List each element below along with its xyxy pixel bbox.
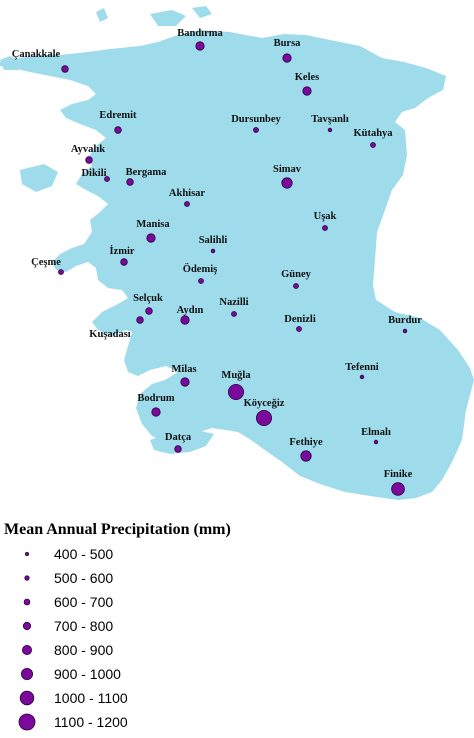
station-marker-kusadasi xyxy=(136,316,144,324)
station-marker-guney xyxy=(293,283,299,289)
landmass xyxy=(0,30,474,500)
legend-label-7: 1100 - 1200 xyxy=(54,714,128,730)
island-marmara-3 xyxy=(96,8,108,22)
island-marmara-2 xyxy=(192,6,212,18)
station-label-finike: Finike xyxy=(384,469,413,480)
station-label-akhisar: Akhisar xyxy=(169,188,206,199)
station-label-cesme: Çeşme xyxy=(31,257,61,268)
station-marker-aydin xyxy=(180,315,190,325)
station-label-bergama: Bergama xyxy=(126,167,168,178)
station-marker-bergama xyxy=(126,178,134,186)
station-marker-canakkale xyxy=(61,65,69,73)
station-label-tefenni: Tefenni xyxy=(345,362,379,373)
legend-label-4: 800 - 900 xyxy=(54,642,113,658)
station-label-mugla: Muğla xyxy=(221,370,251,381)
legend-label-6: 1000 - 1100 xyxy=(54,690,128,706)
legend-symbol-4 xyxy=(21,645,32,656)
legend-symbol-1 xyxy=(24,575,30,581)
station-label-kutahya: Kütahya xyxy=(353,128,393,139)
station-marker-dikili xyxy=(104,176,110,182)
station-marker-ayvalik xyxy=(85,156,93,164)
station-marker-milas xyxy=(180,377,190,387)
station-marker-burdur xyxy=(402,328,408,334)
station-marker-izmir xyxy=(120,258,128,266)
station-marker-finike xyxy=(391,482,405,496)
legend-symbol-0 xyxy=(24,552,29,557)
station-marker-cesme xyxy=(58,269,64,275)
legend-title: Mean Annual Precipitation (mm) xyxy=(4,521,231,538)
legend-symbol-7 xyxy=(18,713,36,731)
island-west xyxy=(0,56,22,70)
legend-label-5: 900 - 1000 xyxy=(54,666,121,682)
station-label-elmali: Elmalı xyxy=(361,427,391,438)
station-marker-akhisar xyxy=(184,201,190,207)
station-label-bodrum: Bodrum xyxy=(137,393,175,404)
station-marker-salihli xyxy=(210,248,216,254)
station-marker-kutahya xyxy=(370,142,376,148)
station-label-milas: Milas xyxy=(171,364,196,375)
station-label-tavsanli: Tavşanlı xyxy=(311,114,349,125)
station-label-dursunbey: Dursunbey xyxy=(231,114,281,125)
station-label-izmir: İzmir xyxy=(109,245,134,257)
station-label-kusadasi: Kuşadası xyxy=(89,329,131,340)
station-marker-bodrum xyxy=(151,407,161,417)
station-marker-simav xyxy=(281,177,293,189)
station-marker-edremit xyxy=(114,126,122,134)
station-marker-selcuk xyxy=(145,307,153,315)
station-marker-fethiye xyxy=(300,450,312,462)
station-marker-manisa xyxy=(146,233,156,243)
station-label-edremit: Edremit xyxy=(99,110,137,121)
station-label-salihli: Salihli xyxy=(199,235,228,246)
station-marker-bursa xyxy=(282,53,292,63)
legend-symbol-6 xyxy=(19,690,35,706)
station-label-canakkale: Çanakkale xyxy=(12,49,61,60)
land-area xyxy=(0,6,474,500)
island-marmara-1 xyxy=(150,10,186,26)
station-marker-tefenni xyxy=(359,374,365,380)
legend-symbol-2 xyxy=(23,598,31,606)
station-label-manisa: Manisa xyxy=(136,219,170,230)
station-marker-bandirma xyxy=(195,41,205,51)
station-label-odemis: Ödemiş xyxy=(183,262,217,275)
legend-symbol-5 xyxy=(20,668,33,681)
station-label-nazilli: Nazilli xyxy=(219,297,248,308)
legend-label-0: 400 - 500 xyxy=(54,546,113,562)
station-marker-usak xyxy=(322,225,328,231)
station-marker-datca xyxy=(174,445,182,453)
station-label-aydin: Aydın xyxy=(177,305,204,316)
island-aegean xyxy=(20,164,58,192)
legend-label-3: 700 - 800 xyxy=(54,618,113,634)
station-marker-dursunbey xyxy=(253,127,259,133)
station-marker-nazilli xyxy=(231,311,237,317)
station-marker-tavsanli xyxy=(327,127,333,133)
stations-layer: Çanakkale Bandırma Bursa Keles Edremit Dursun… xyxy=(12,28,422,496)
station-marker-denizli xyxy=(296,326,302,332)
station-label-burdur: Burdur xyxy=(388,315,422,326)
legend-symbol-3 xyxy=(22,621,32,631)
station-label-koycegiz: Köyceğiz xyxy=(244,398,285,409)
datca-peninsula xyxy=(150,430,214,454)
station-label-keles: Keles xyxy=(295,72,320,83)
station-marker-keles xyxy=(302,86,312,96)
station-label-selcuk: Selçuk xyxy=(133,293,163,304)
station-marker-odemis xyxy=(198,278,204,284)
station-marker-elmali xyxy=(373,439,379,445)
legend: Mean Annual Precipitation (mm) 400 - 500… xyxy=(4,521,231,731)
station-label-usak: Uşak xyxy=(314,211,337,222)
station-label-guney: Güney xyxy=(281,269,312,280)
station-label-simav: Simav xyxy=(273,164,302,175)
station-label-denizli: Denizli xyxy=(284,314,316,325)
station-label-ayvalik: Ayvalık xyxy=(71,144,105,155)
station-marker-mugla xyxy=(227,383,244,400)
legend-label-1: 500 - 600 xyxy=(54,570,113,586)
station-marker-koycegiz xyxy=(255,409,272,426)
legend-label-2: 600 - 700 xyxy=(54,594,113,610)
station-label-datca: Datça xyxy=(165,432,192,443)
station-label-bursa: Bursa xyxy=(274,38,302,49)
station-label-bandirma: Bandırma xyxy=(177,28,223,39)
station-label-dikili: Dikili xyxy=(81,168,106,179)
station-label-fethiye: Fethiye xyxy=(289,437,323,448)
